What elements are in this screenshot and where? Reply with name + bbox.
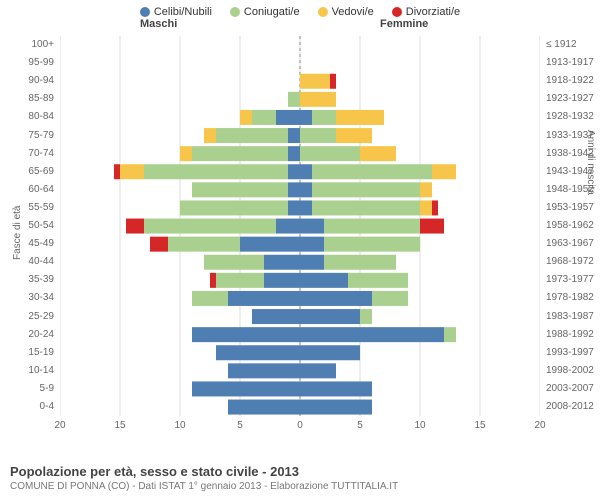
legend-label: Vedovi/e bbox=[332, 6, 374, 18]
x-tick-label: 20 bbox=[54, 420, 65, 431]
y-axis-title-left: Fasce di età bbox=[12, 206, 23, 260]
age-label: 10-14 bbox=[5, 365, 54, 376]
legend-label: Coniugati/e bbox=[244, 6, 300, 18]
birth-year-label: 2008-2012 bbox=[546, 401, 594, 412]
y-axis-title-right: Anni di nascita bbox=[585, 130, 596, 195]
legend-swatch bbox=[140, 7, 150, 17]
gender-headers: Maschi Femmine bbox=[0, 18, 600, 36]
age-label: 25-29 bbox=[5, 311, 54, 322]
birth-year-label: 2003-2007 bbox=[546, 383, 594, 394]
age-label: 0-4 bbox=[5, 401, 54, 412]
legend-label: Celibi/Nubili bbox=[154, 6, 212, 18]
chart-title: Popolazione per età, sesso e stato civil… bbox=[10, 464, 398, 479]
age-label: 75-79 bbox=[5, 130, 54, 141]
age-label: 30-34 bbox=[5, 292, 54, 303]
birth-year-label: 1963-1967 bbox=[546, 238, 594, 249]
legend-item: Coniugati/e bbox=[230, 6, 300, 18]
age-label: 100+ bbox=[5, 39, 54, 50]
birth-year-label: 1998-2002 bbox=[546, 365, 594, 376]
x-tick-label: 15 bbox=[114, 420, 125, 431]
chart-subtitle: COMUNE DI PONNA (CO) - Dati ISTAT 1° gen… bbox=[10, 481, 398, 492]
age-label: 65-69 bbox=[5, 166, 54, 177]
age-label: 5-9 bbox=[5, 383, 54, 394]
legend-swatch bbox=[392, 7, 402, 17]
header-female: Femmine bbox=[380, 18, 428, 30]
x-tick-label: 10 bbox=[414, 420, 425, 431]
birth-year-label: 1913-1917 bbox=[546, 57, 594, 68]
age-label: 95-99 bbox=[5, 57, 54, 68]
x-tick-label: 15 bbox=[474, 420, 485, 431]
birth-year-label: 1968-1972 bbox=[546, 256, 594, 267]
birth-year-label: 1978-1982 bbox=[546, 292, 594, 303]
age-label: 90-94 bbox=[5, 75, 54, 86]
chart-container: Celibi/Nubili Coniugati/e Vedovi/e Divorzia… bbox=[0, 0, 600, 500]
population-pyramid: 100+ 95-99 90-94 85-89 80-84 75-79 70-74 65-69 6… bbox=[5, 36, 595, 446]
age-label: 70-74 bbox=[5, 148, 54, 159]
legend-swatch bbox=[230, 7, 240, 17]
birth-year-label: 1993-1997 bbox=[546, 347, 594, 358]
birth-year-label: 1988-1992 bbox=[546, 329, 594, 340]
legend: Celibi/Nubili Coniugati/e Vedovi/e Divorzia… bbox=[0, 0, 600, 18]
birth-year-label: 1953-1957 bbox=[546, 202, 594, 213]
x-tick-label: 10 bbox=[174, 420, 185, 431]
x-tick-label: 20 bbox=[534, 420, 545, 431]
x-tick-label: 5 bbox=[357, 420, 363, 431]
age-label: 60-64 bbox=[5, 184, 54, 195]
chart-footer: Popolazione per età, sesso e stato civil… bbox=[10, 464, 398, 492]
age-label: 85-89 bbox=[5, 93, 54, 104]
birth-year-label: ≤ 1912 bbox=[546, 39, 577, 50]
age-label: 15-19 bbox=[5, 347, 54, 358]
legend-item: Divorziati/e bbox=[392, 6, 460, 18]
plot-area bbox=[60, 36, 540, 416]
legend-swatch bbox=[318, 7, 328, 17]
age-label: 20-24 bbox=[5, 329, 54, 340]
age-label: 80-84 bbox=[5, 111, 54, 122]
legend-item: Celibi/Nubili bbox=[140, 6, 212, 18]
birth-year-label: 1923-1927 bbox=[546, 93, 594, 104]
birth-year-label: 1983-1987 bbox=[546, 311, 594, 322]
legend-label: Divorziati/e bbox=[406, 6, 460, 18]
age-label: 35-39 bbox=[5, 274, 54, 285]
x-tick-label: 5 bbox=[237, 420, 243, 431]
birth-year-label: 1928-1932 bbox=[546, 111, 594, 122]
birth-year-label: 1958-1962 bbox=[546, 220, 594, 231]
birth-year-label: 1918-1922 bbox=[546, 75, 594, 86]
birth-year-label: 1973-1977 bbox=[546, 274, 594, 285]
legend-item: Vedovi/e bbox=[318, 6, 374, 18]
header-male: Maschi bbox=[140, 18, 177, 30]
x-tick-label: 0 bbox=[297, 420, 303, 431]
